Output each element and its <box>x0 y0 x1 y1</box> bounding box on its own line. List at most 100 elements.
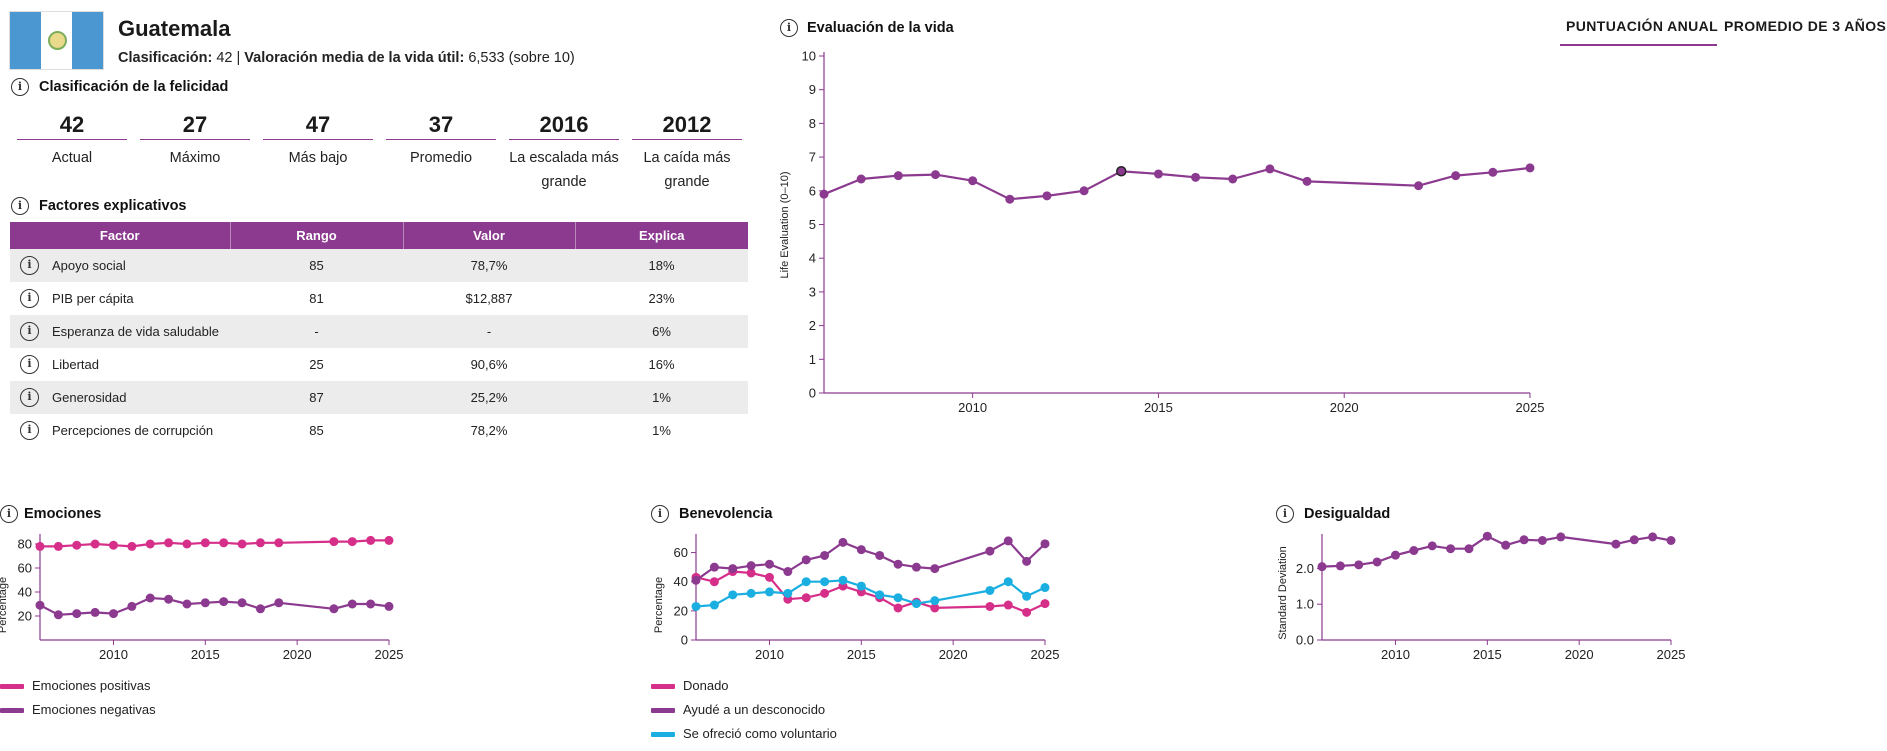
data-point[interactable] <box>893 603 903 613</box>
data-point[interactable] <box>1003 577 1013 587</box>
data-point[interactable] <box>1040 539 1050 549</box>
data-point[interactable] <box>1519 535 1529 545</box>
data-point[interactable] <box>1629 535 1639 545</box>
info-icon[interactable]: i <box>651 505 669 523</box>
data-point[interactable] <box>856 581 866 591</box>
data-point[interactable] <box>1079 186 1089 196</box>
data-point[interactable] <box>108 609 118 619</box>
data-point[interactable] <box>219 597 229 607</box>
data-point[interactable] <box>182 539 192 549</box>
data-point[interactable] <box>1003 536 1013 546</box>
data-point[interactable] <box>329 537 339 547</box>
info-icon[interactable]: i <box>11 78 29 96</box>
data-point[interactable] <box>728 564 738 574</box>
data-point[interactable] <box>1153 169 1163 179</box>
data-point[interactable] <box>237 539 247 549</box>
tab-three-year-average[interactable]: PROMEDIO DE 3 AÑOS <box>1724 18 1887 34</box>
data-point[interactable] <box>783 567 793 577</box>
data-point[interactable] <box>1191 172 1201 182</box>
data-point[interactable] <box>1464 544 1474 554</box>
data-point[interactable] <box>1022 591 1032 601</box>
data-point[interactable] <box>384 535 394 545</box>
data-point[interactable] <box>801 555 811 565</box>
info-icon[interactable]: i <box>20 421 39 440</box>
info-icon[interactable]: i <box>0 505 18 523</box>
data-point[interactable] <box>820 588 830 598</box>
data-point[interactable] <box>1003 600 1013 610</box>
data-point[interactable] <box>1648 532 1658 542</box>
data-point[interactable] <box>1302 176 1312 186</box>
data-point[interactable] <box>347 599 357 609</box>
data-point[interactable] <box>911 562 921 572</box>
data-point[interactable] <box>1042 191 1052 201</box>
data-point[interactable] <box>820 550 830 560</box>
data-point[interactable] <box>90 539 100 549</box>
data-point[interactable] <box>1317 562 1327 572</box>
data-point[interactable] <box>127 541 137 551</box>
data-point[interactable] <box>1427 541 1437 551</box>
data-point[interactable] <box>1354 560 1364 570</box>
data-point[interactable] <box>893 171 903 181</box>
data-point[interactable] <box>819 189 829 199</box>
data-point[interactable] <box>985 601 995 611</box>
data-point[interactable] <box>709 577 719 587</box>
legend-label[interactable]: Se ofreció como voluntario <box>683 726 837 741</box>
data-point[interactable] <box>985 546 995 556</box>
data-point[interactable] <box>764 559 774 569</box>
data-point[interactable] <box>255 538 265 548</box>
data-point[interactable] <box>347 537 357 547</box>
data-point[interactable] <box>746 588 756 598</box>
data-point[interactable] <box>1525 163 1535 173</box>
data-point[interactable] <box>366 535 376 545</box>
data-point[interactable] <box>1040 599 1050 609</box>
data-point[interactable] <box>930 596 940 606</box>
data-point[interactable] <box>1005 194 1015 204</box>
data-point[interactable] <box>1482 531 1492 541</box>
data-point[interactable] <box>709 600 719 610</box>
data-point[interactable] <box>893 559 903 569</box>
data-point[interactable] <box>1022 556 1032 566</box>
data-point[interactable] <box>930 603 940 613</box>
data-point[interactable] <box>875 590 885 600</box>
data-point[interactable] <box>53 610 63 620</box>
data-point[interactable] <box>366 599 376 609</box>
data-point[interactable] <box>72 609 82 619</box>
data-point[interactable] <box>127 601 137 611</box>
data-point[interactable] <box>783 588 793 598</box>
data-point[interactable] <box>746 561 756 571</box>
data-point[interactable] <box>1409 546 1419 556</box>
data-point[interactable] <box>1446 544 1456 554</box>
data-point[interactable] <box>1390 550 1400 560</box>
data-point[interactable] <box>1611 539 1621 549</box>
data-point[interactable] <box>108 540 118 550</box>
data-point[interactable] <box>801 593 811 603</box>
data-point[interactable] <box>764 572 774 582</box>
data-point[interactable] <box>1488 167 1498 177</box>
data-point[interactable] <box>1335 561 1345 571</box>
legend-label[interactable]: Emociones negativas <box>32 702 156 717</box>
data-point[interactable] <box>1040 583 1050 593</box>
data-point[interactable] <box>164 538 174 548</box>
data-point[interactable] <box>1414 181 1424 191</box>
data-point[interactable] <box>1666 536 1676 546</box>
data-point[interactable] <box>709 562 719 572</box>
data-point[interactable] <box>691 601 701 611</box>
data-point[interactable] <box>985 585 995 595</box>
info-icon[interactable]: i <box>1276 505 1294 523</box>
data-point[interactable] <box>930 564 940 574</box>
data-point[interactable] <box>145 593 155 603</box>
data-point[interactable] <box>728 590 738 600</box>
data-point[interactable] <box>856 545 866 555</box>
data-point[interactable] <box>968 176 978 186</box>
data-point[interactable] <box>930 170 940 180</box>
data-point[interactable] <box>764 587 774 597</box>
info-icon[interactable]: i <box>20 322 39 341</box>
data-point[interactable] <box>274 538 284 548</box>
data-point[interactable] <box>820 577 830 587</box>
info-icon[interactable]: i <box>20 289 39 308</box>
data-point[interactable] <box>875 550 885 560</box>
data-point[interactable] <box>893 593 903 603</box>
data-point[interactable] <box>329 604 339 614</box>
data-point[interactable] <box>838 537 848 547</box>
data-point[interactable] <box>1537 536 1547 546</box>
